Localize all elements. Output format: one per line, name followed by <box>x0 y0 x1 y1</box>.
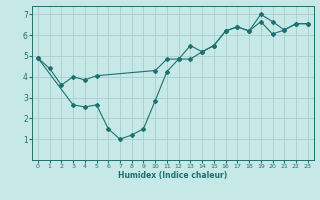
X-axis label: Humidex (Indice chaleur): Humidex (Indice chaleur) <box>118 171 228 180</box>
